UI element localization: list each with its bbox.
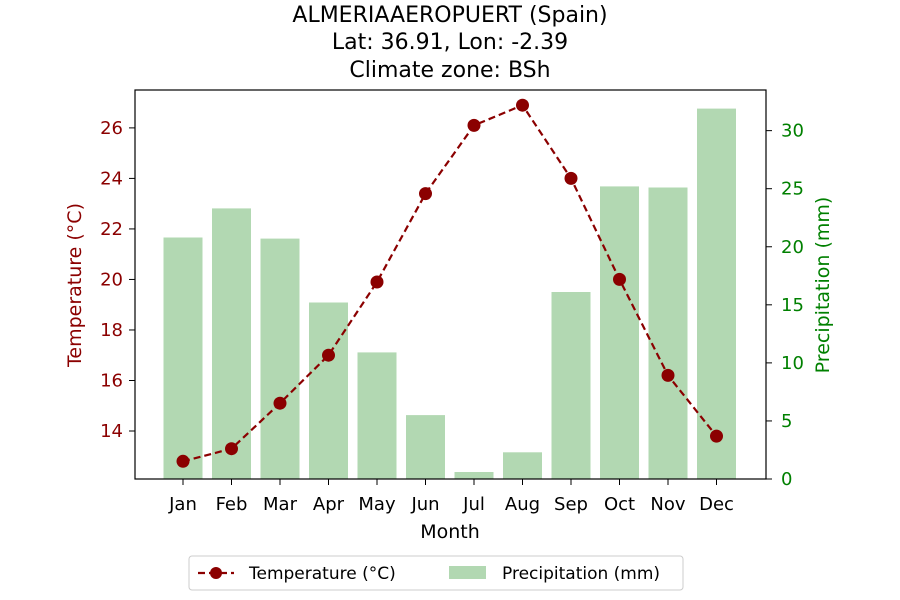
- x-tick-label-feb: Feb: [216, 494, 248, 515]
- x-tick-label-mar: Mar: [263, 494, 298, 515]
- temperature-marker-jul: [467, 118, 481, 132]
- right-y-axis-label: Precipitation (mm): [812, 197, 834, 374]
- left-tick-label-16: 16: [100, 370, 123, 391]
- precipitation-bar-nov: [648, 187, 688, 479]
- chart-title-line-1: ALMERIAAEROPUERT (Spain): [292, 3, 607, 28]
- x-tick-label-jan: Jan: [168, 494, 197, 515]
- right-tick-label-20: 20: [781, 237, 804, 258]
- chart-title-line-2: Lat: 36.91, Lon: -2.39: [332, 30, 568, 55]
- temperature-marker-oct: [613, 272, 626, 286]
- left-tick-label-22: 22: [100, 219, 123, 240]
- right-tick-label-5: 5: [781, 411, 792, 432]
- x-tick-label-apr: Apr: [313, 494, 345, 515]
- legend-precipitation-label: Precipitation (mm): [502, 564, 660, 584]
- x-tick-label-nov: Nov: [650, 494, 685, 515]
- precipitation-bar-may: [357, 352, 397, 479]
- legend: Temperature (°C) Precipitation (mm): [188, 555, 684, 591]
- temperature-marker-jan: [176, 454, 190, 468]
- left-tick-label-26: 26: [100, 118, 123, 139]
- right-tick-label-25: 25: [781, 179, 804, 200]
- chart-title: ALMERIAAEROPUERT (Spain) Lat: 36.91, Lon…: [292, 3, 607, 83]
- left-tick-label-24: 24: [100, 168, 123, 189]
- temperature-marker-mar: [273, 396, 287, 410]
- x-tick-label-jul: Jul: [462, 494, 485, 515]
- temperature-marker-jun: [419, 187, 432, 201]
- temperature-marker-may: [370, 275, 384, 289]
- legend-box: [188, 555, 684, 591]
- x-tick-label-aug: Aug: [505, 494, 540, 515]
- x-tick-label-may: May: [358, 494, 396, 515]
- temperature-marker-dec: [710, 429, 723, 443]
- temperature-marker-apr: [322, 348, 335, 362]
- precipitation-bar-aug: [503, 452, 542, 479]
- temperature-marker-feb: [225, 442, 238, 456]
- legend-temperature-label: Temperature (°C): [248, 564, 396, 584]
- right-tick-label-10: 10: [781, 353, 804, 374]
- x-axis-label: Month: [420, 521, 480, 543]
- precipitation-bars: [163, 108, 736, 479]
- x-tick-label-dec: Dec: [699, 494, 734, 515]
- x-tick-label-jun: Jun: [410, 494, 439, 515]
- right-tick-label-30: 30: [781, 121, 804, 142]
- plot-frame: [134, 89, 767, 480]
- x-tick-label-oct: Oct: [604, 494, 635, 515]
- left-tick-label-14: 14: [100, 421, 123, 442]
- temperature-marker-aug: [516, 98, 529, 112]
- precipitation-bar-jan: [163, 237, 203, 479]
- precipitation-bar-oct: [600, 186, 639, 479]
- precipitation-bar-sep: [551, 292, 591, 479]
- legend-precipitation-swatch: [449, 566, 486, 579]
- left-y-axis-label: Temperature (°C): [64, 203, 86, 368]
- left-tick-label-20: 20: [100, 269, 123, 290]
- right-tick-label-15: 15: [781, 295, 804, 316]
- left-y-axis: 14 16 18 20 22 24 26: [100, 118, 135, 442]
- chart-title-line-3: Climate zone: BSh: [349, 58, 550, 83]
- right-tick-label-0: 0: [781, 469, 792, 490]
- temperature-series: [176, 98, 723, 468]
- x-tick-label-sep: Sep: [554, 494, 588, 515]
- temperature-marker-nov: [661, 368, 675, 382]
- temperature-line: [182, 103, 718, 463]
- left-tick-label-18: 18: [100, 320, 123, 341]
- precipitation-bar-jun: [406, 415, 445, 479]
- precipitation-bar-dec: [697, 108, 736, 479]
- precipitation-bar-apr: [309, 302, 348, 479]
- legend-temperature-marker: [210, 567, 222, 579]
- temperature-marker-sep: [564, 171, 578, 185]
- precipitation-bar-feb: [212, 208, 251, 479]
- right-y-axis: 0 5 10 15 20 25 30: [766, 121, 804, 490]
- precipitation-bar-jul: [454, 472, 494, 479]
- x-axis: Jan Feb Mar Apr May Jun Jul Aug Sep Oct Nov Dec: [168, 479, 734, 515]
- precipitation-bar-mar: [260, 238, 300, 479]
